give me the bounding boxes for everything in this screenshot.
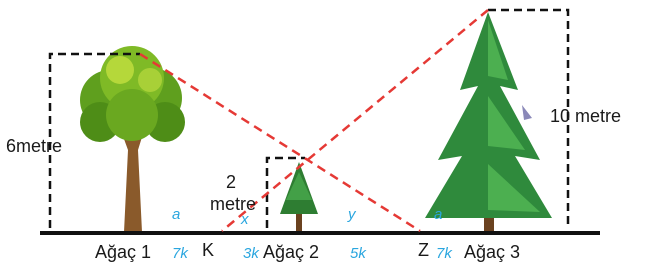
tree-label: Ağaç 3 [464, 242, 520, 262]
tree-label: Ağaç 2 [263, 242, 319, 262]
height-label: 6metre [6, 136, 62, 156]
segment-label: x [240, 211, 249, 228]
diagram: 6metre 2 metre 10 metre a x y a Ağaç 1 7… [0, 0, 660, 268]
point-label: K [202, 240, 214, 260]
tree-3-illustration [425, 12, 552, 232]
distance-label: 7k [436, 245, 453, 262]
segment-label: a [172, 206, 180, 223]
segment-label: a [434, 206, 442, 223]
point-label: Z [418, 240, 429, 260]
distance-label: 5k [350, 245, 367, 262]
distance-label: 3k [243, 245, 260, 262]
sight-line-1 [140, 54, 420, 231]
height-label: 10 metre [550, 106, 621, 126]
height-label: metre [210, 194, 256, 214]
distance-label: 7k [172, 245, 189, 262]
height-label: 2 [226, 172, 236, 192]
tree-2-illustration [280, 162, 318, 232]
tree-label: Ağaç 1 [95, 242, 151, 262]
segment-label: y [347, 206, 357, 223]
